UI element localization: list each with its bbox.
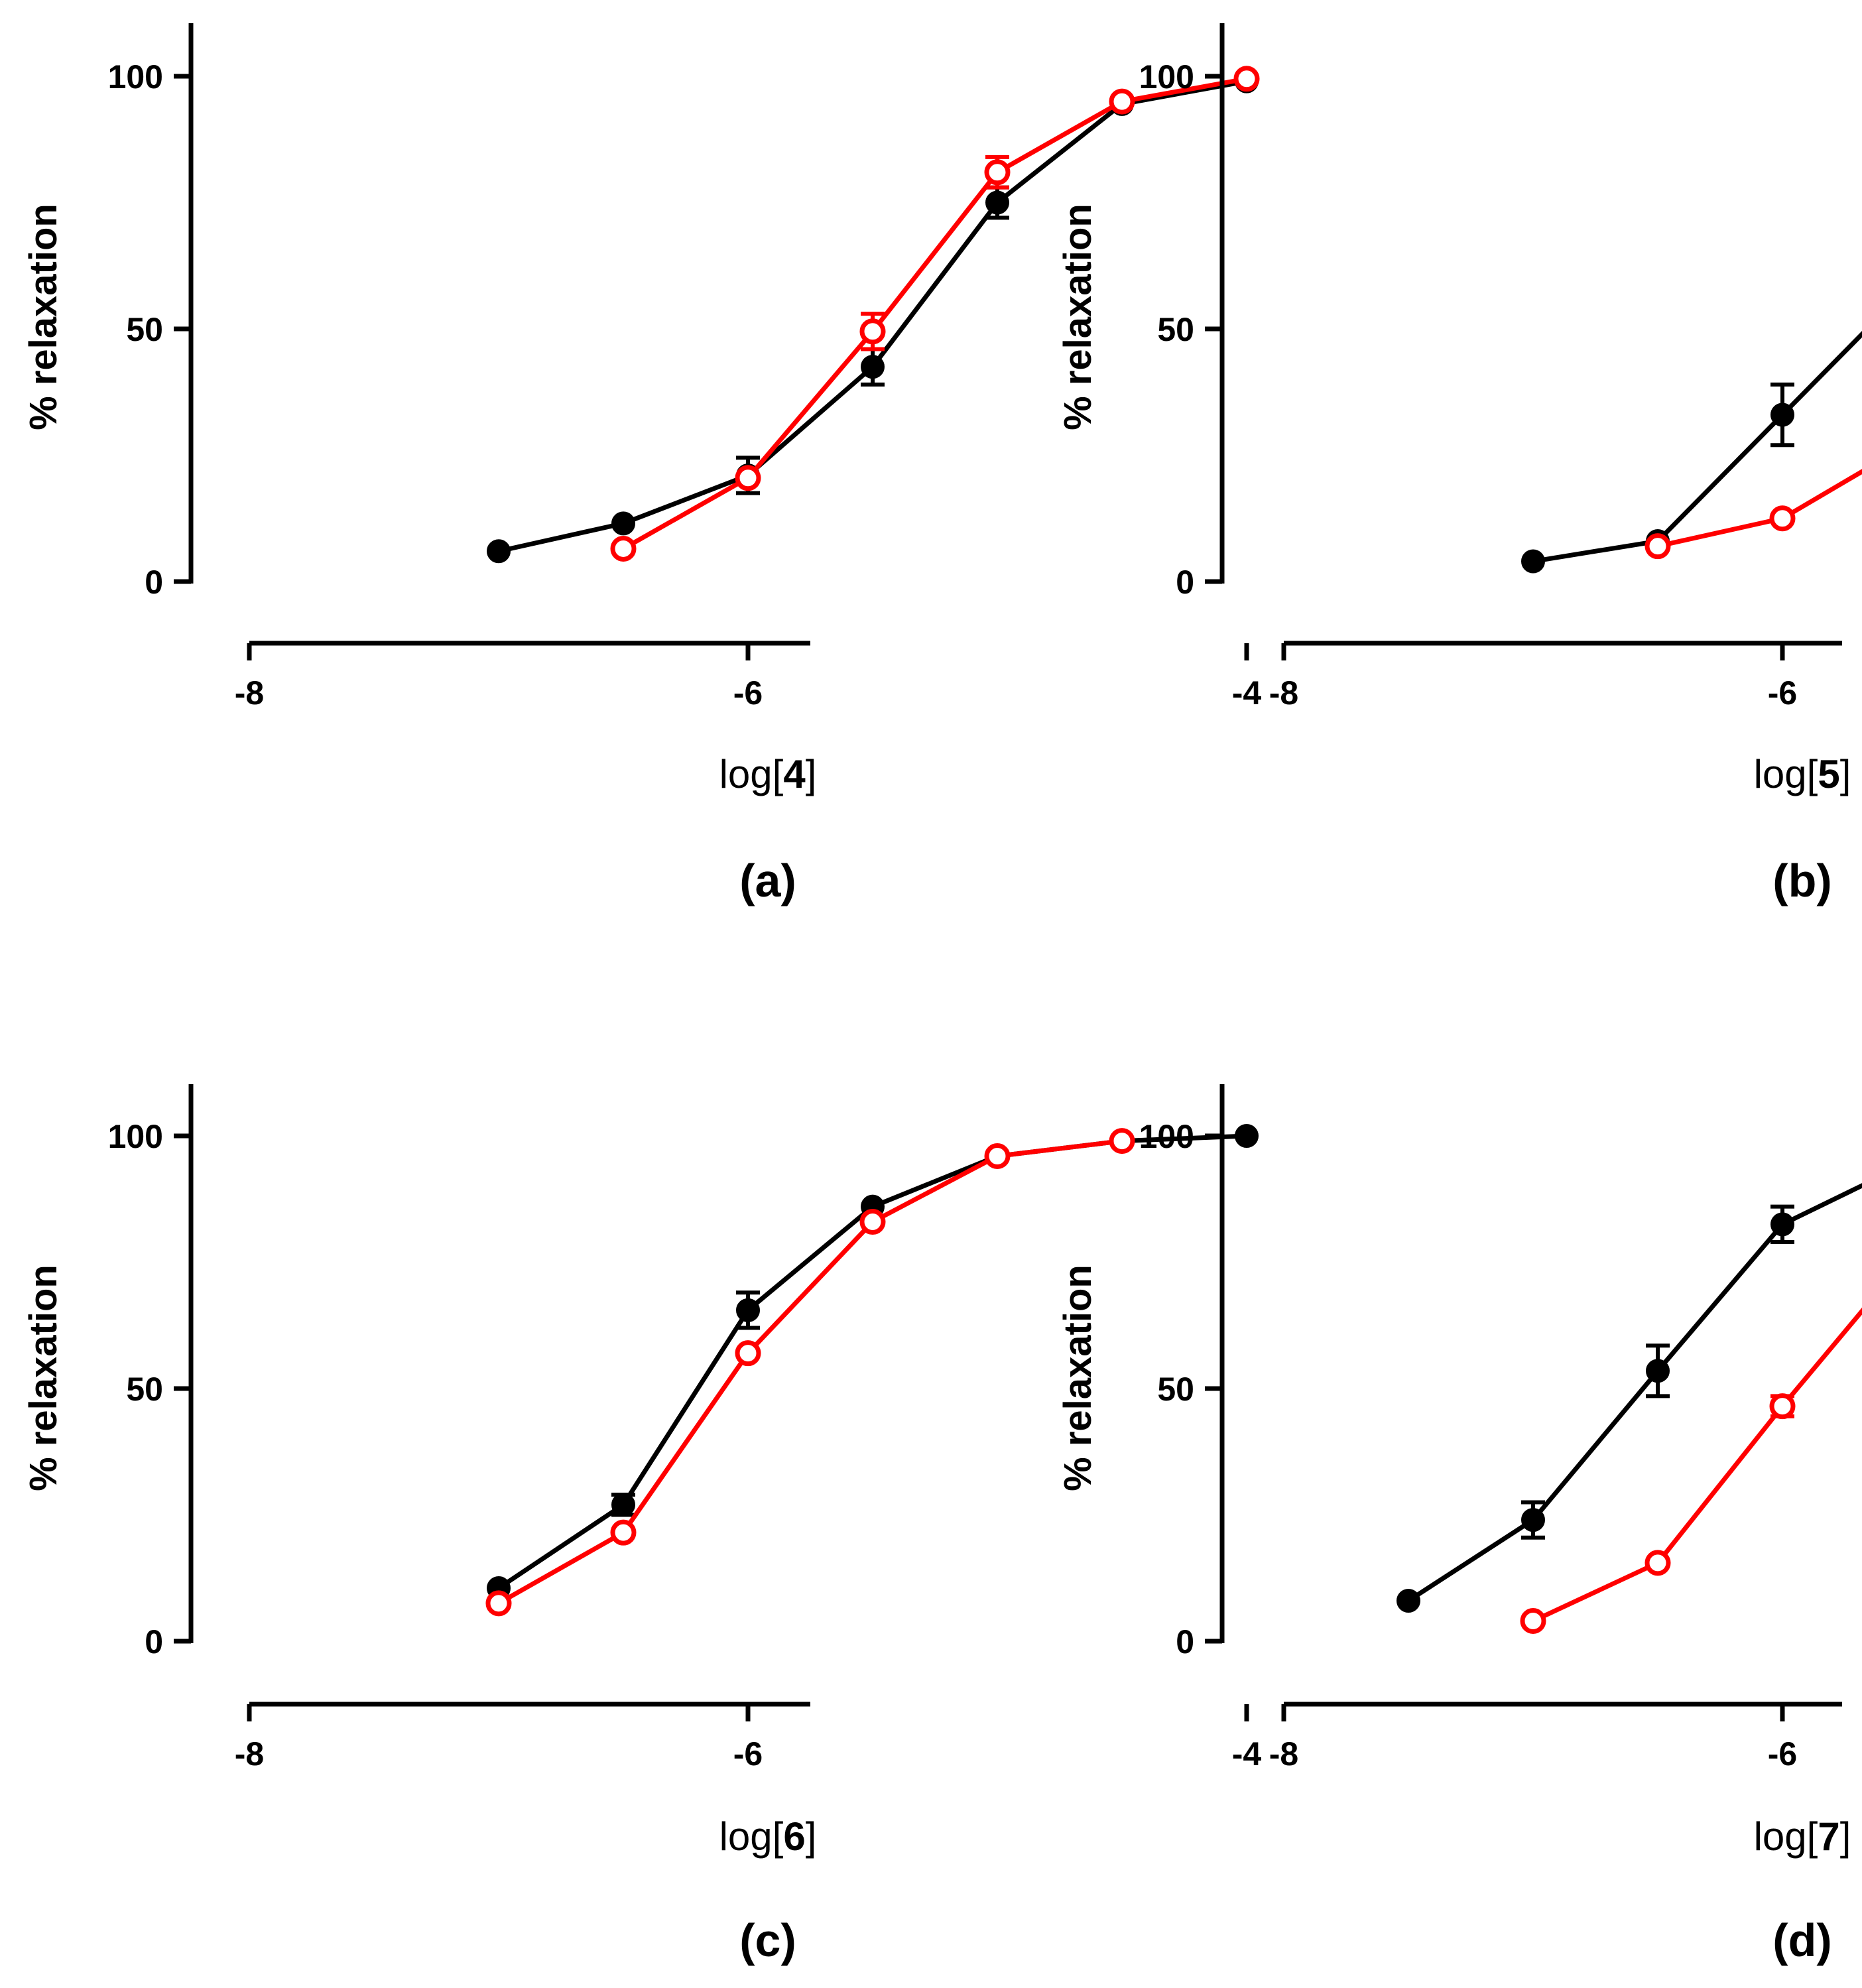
y-tick-label: 100 xyxy=(1139,1118,1194,1155)
data-point xyxy=(985,190,1009,215)
panel-label: (b) xyxy=(1772,855,1831,906)
x-axis-title-compound: 7 xyxy=(1818,1814,1839,1859)
data-point xyxy=(735,465,761,491)
y-tick-label: 100 xyxy=(1139,58,1194,95)
y-tick-label: 100 xyxy=(108,58,163,95)
series-treated xyxy=(485,1128,1135,1617)
x-tick-label: -6 xyxy=(733,1735,763,1772)
x-axis-title: log[7] xyxy=(1754,1814,1851,1859)
x-axis-title: log[4] xyxy=(719,752,817,796)
data-point xyxy=(1109,1128,1135,1154)
series-control xyxy=(1396,1183,1862,1613)
data-point xyxy=(984,159,1011,186)
data-point xyxy=(1770,1212,1794,1237)
panel-d: 0 50 100 -8 -6 -4 % relaxation log[7] (d) xyxy=(1056,1084,1862,1966)
data-point xyxy=(611,1493,635,1517)
x-axis-title-compound: 6 xyxy=(783,1814,805,1859)
x-axis-title-suffix: ] xyxy=(1840,1814,1851,1859)
y-tick-label: 0 xyxy=(1176,1623,1194,1660)
y-axis-title: % relaxation xyxy=(22,204,65,430)
series-treated xyxy=(1520,1307,1862,1635)
y-axis-title: % relaxation xyxy=(1056,1265,1099,1491)
panel-label: (a) xyxy=(739,855,796,906)
series-line xyxy=(1532,330,1862,564)
y-tick-label: 0 xyxy=(145,564,163,601)
data-point xyxy=(984,1143,1011,1169)
data-point xyxy=(859,318,886,345)
data-point xyxy=(1645,533,1671,560)
data-point xyxy=(859,1209,886,1235)
series-control xyxy=(487,1124,1259,1600)
series-line xyxy=(1532,1307,1862,1623)
data-point xyxy=(1645,1550,1671,1576)
data-point xyxy=(1233,66,1260,92)
x-tick-label: -6 xyxy=(1768,674,1797,712)
data-point xyxy=(1770,403,1794,427)
y-axis-title: % relaxation xyxy=(22,1265,65,1491)
x-axis-title-compound: 5 xyxy=(1818,752,1839,796)
panel-label: (c) xyxy=(739,1914,796,1966)
data-point xyxy=(611,511,635,536)
y-tick-label: 50 xyxy=(126,1371,163,1408)
y-tick-label: 0 xyxy=(145,1623,163,1660)
x-axis-title-prefix: log[ xyxy=(719,752,784,796)
x-tick-label: -6 xyxy=(1768,1735,1797,1772)
x-tick-label: -4 xyxy=(1232,1735,1262,1772)
data-point xyxy=(861,355,885,379)
y-tick-label: 100 xyxy=(108,1118,163,1155)
x-tick-label: -4 xyxy=(1232,674,1262,712)
panel-a: 0 50 100 -8 -6 -4 % relaxation log[4] (a) xyxy=(22,23,1261,906)
series-control xyxy=(1521,330,1862,574)
data-point xyxy=(1235,1124,1259,1148)
data-point xyxy=(1396,1589,1420,1613)
series-line xyxy=(1657,469,1862,549)
panel-b: 0 50 100 -8 -6 -4 % relaxation log[5] (b) xyxy=(1056,23,1862,906)
series-treated xyxy=(1645,469,1862,560)
x-tick-label: -8 xyxy=(235,674,264,712)
x-tick-label: -8 xyxy=(1269,674,1298,712)
x-axis-title-compound: 4 xyxy=(783,752,806,796)
series-line xyxy=(497,1139,1123,1605)
data-point xyxy=(610,535,637,562)
data-point xyxy=(1769,505,1796,532)
x-tick-label: -8 xyxy=(235,1735,264,1772)
y-tick-label: 50 xyxy=(1157,1371,1194,1408)
x-axis-title-prefix: log[ xyxy=(719,1814,784,1859)
x-tick-label: -8 xyxy=(1269,1735,1298,1772)
x-axis-title: log[5] xyxy=(1754,752,1851,796)
data-point xyxy=(1520,1608,1546,1635)
y-tick-label: 0 xyxy=(1176,564,1194,601)
data-point xyxy=(610,1519,637,1546)
data-point xyxy=(485,1590,512,1617)
x-axis-title-suffix: ] xyxy=(806,1814,817,1859)
x-axis-title-prefix: log[ xyxy=(1754,752,1818,796)
data-point xyxy=(1646,1359,1670,1383)
series-treated xyxy=(610,66,1260,562)
y-axis-title: % relaxation xyxy=(1056,204,1099,430)
data-point xyxy=(735,1340,761,1367)
x-axis-title: log[6] xyxy=(719,1814,817,1859)
data-point xyxy=(736,1298,760,1322)
data-point xyxy=(1769,1393,1796,1420)
x-axis-title-suffix: ] xyxy=(806,752,817,796)
data-point xyxy=(1521,1508,1545,1532)
y-tick-label: 50 xyxy=(126,311,163,348)
data-point xyxy=(487,539,511,564)
x-tick-label: -6 xyxy=(733,674,763,712)
data-point xyxy=(1521,549,1545,574)
panel-label: (d) xyxy=(1772,1914,1831,1966)
y-tick-label: 50 xyxy=(1157,311,1194,348)
data-point xyxy=(1109,88,1135,115)
series-line xyxy=(622,76,1247,551)
x-axis-title-suffix: ] xyxy=(1840,752,1851,796)
x-axis-title-prefix: log[ xyxy=(1754,1814,1818,1859)
panel-c: 0 50 100 -8 -6 -4 % relaxation log[6] (c) xyxy=(22,1084,1261,1966)
